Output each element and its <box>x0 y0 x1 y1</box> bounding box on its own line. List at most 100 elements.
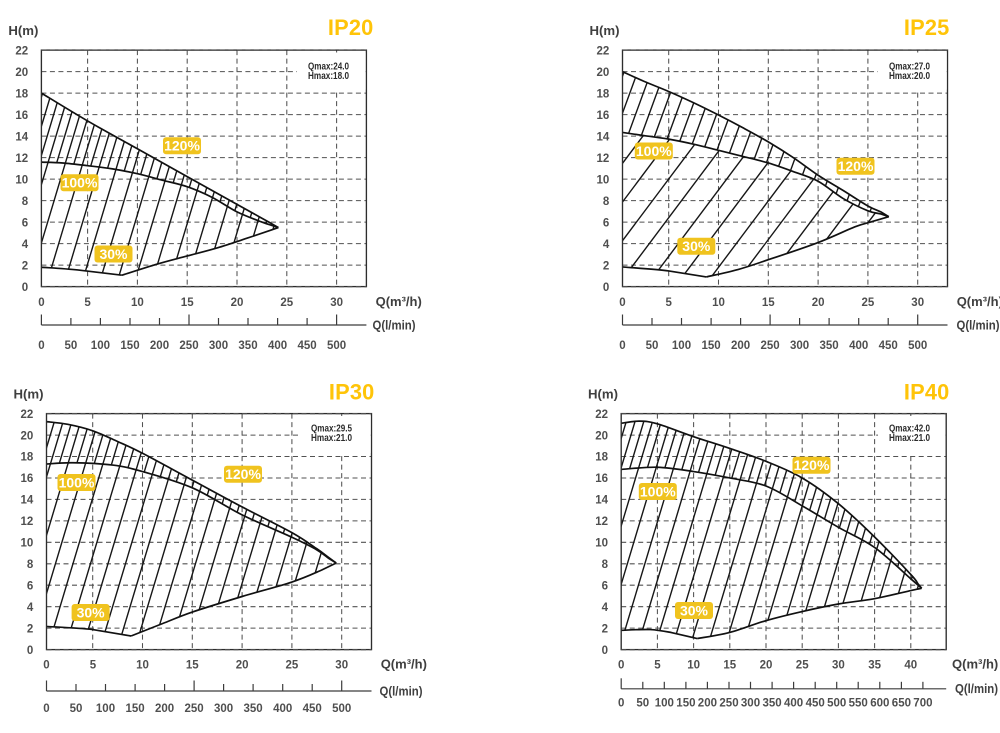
svg-text:0: 0 <box>22 282 28 294</box>
svg-text:Hmax:21.0: Hmax:21.0 <box>311 433 352 444</box>
svg-text:2: 2 <box>27 623 33 635</box>
svg-text:250: 250 <box>761 340 780 352</box>
svg-text:12: 12 <box>595 516 608 528</box>
svg-text:5: 5 <box>665 297 672 309</box>
svg-text:550: 550 <box>849 698 868 710</box>
svg-text:200: 200 <box>698 698 717 710</box>
svg-text:300: 300 <box>790 340 809 352</box>
svg-text:Qmax:24.0: Qmax:24.0 <box>308 61 349 72</box>
svg-text:150: 150 <box>126 703 145 715</box>
svg-text:100: 100 <box>91 340 110 352</box>
svg-text:30: 30 <box>911 297 924 309</box>
svg-text:H(m): H(m) <box>588 387 618 402</box>
svg-text:400: 400 <box>273 703 292 715</box>
svg-text:150: 150 <box>702 340 721 352</box>
svg-text:30: 30 <box>832 660 845 672</box>
svg-text:25: 25 <box>796 660 809 672</box>
svg-text:30: 30 <box>330 297 343 309</box>
svg-text:600: 600 <box>870 698 889 710</box>
svg-text:22: 22 <box>597 45 610 57</box>
svg-text:20: 20 <box>595 430 608 442</box>
svg-text:10: 10 <box>136 660 149 672</box>
svg-text:0: 0 <box>618 698 624 710</box>
svg-text:10: 10 <box>597 174 610 186</box>
svg-text:20: 20 <box>15 67 28 79</box>
svg-text:450: 450 <box>806 698 825 710</box>
svg-text:8: 8 <box>22 196 29 208</box>
svg-text:250: 250 <box>719 698 738 710</box>
svg-text:0: 0 <box>27 645 33 657</box>
svg-text:30%: 30% <box>99 246 128 262</box>
svg-text:500: 500 <box>908 340 927 352</box>
svg-text:250: 250 <box>185 703 204 715</box>
svg-text:4: 4 <box>22 239 29 251</box>
svg-text:400: 400 <box>784 698 803 710</box>
svg-text:50: 50 <box>636 698 649 710</box>
svg-text:20: 20 <box>812 297 825 309</box>
svg-text:Hmax:21.0: Hmax:21.0 <box>889 433 930 444</box>
svg-text:0: 0 <box>603 282 609 294</box>
svg-text:120%: 120% <box>164 138 200 154</box>
svg-text:14: 14 <box>21 495 34 507</box>
svg-text:300: 300 <box>209 340 228 352</box>
svg-text:Q(l/min): Q(l/min) <box>380 683 423 698</box>
svg-text:Q(m³/h): Q(m³/h) <box>376 294 422 309</box>
svg-text:20: 20 <box>231 297 244 309</box>
svg-text:22: 22 <box>595 409 608 421</box>
svg-text:120%: 120% <box>794 457 830 473</box>
svg-text:5: 5 <box>90 660 97 672</box>
svg-text:2: 2 <box>602 623 608 635</box>
svg-text:Q(m³/h): Q(m³/h) <box>952 657 998 672</box>
svg-text:20: 20 <box>597 67 610 79</box>
svg-text:100: 100 <box>655 698 674 710</box>
svg-text:700: 700 <box>913 698 932 710</box>
svg-text:450: 450 <box>298 340 317 352</box>
svg-text:Q(l/min): Q(l/min) <box>955 681 998 696</box>
svg-text:12: 12 <box>597 153 610 165</box>
svg-text:14: 14 <box>15 131 28 143</box>
svg-text:40: 40 <box>904 660 917 672</box>
svg-text:0: 0 <box>38 297 44 309</box>
svg-text:200: 200 <box>155 703 174 715</box>
svg-text:22: 22 <box>15 45 28 57</box>
svg-text:100%: 100% <box>640 483 676 499</box>
svg-text:16: 16 <box>15 110 28 122</box>
svg-text:25: 25 <box>862 297 875 309</box>
svg-text:400: 400 <box>849 340 868 352</box>
svg-text:5: 5 <box>654 660 661 672</box>
svg-text:0: 0 <box>619 297 625 309</box>
svg-text:IP20: IP20 <box>328 15 374 40</box>
svg-text:350: 350 <box>244 703 263 715</box>
svg-text:100: 100 <box>672 340 691 352</box>
svg-text:10: 10 <box>131 297 144 309</box>
svg-text:18: 18 <box>595 452 608 464</box>
svg-text:120%: 120% <box>225 466 261 482</box>
svg-text:10: 10 <box>712 297 725 309</box>
svg-text:100%: 100% <box>59 474 95 490</box>
svg-text:400: 400 <box>268 340 287 352</box>
svg-text:0: 0 <box>43 660 49 672</box>
svg-text:18: 18 <box>15 88 28 100</box>
svg-text:100%: 100% <box>62 175 98 191</box>
svg-text:200: 200 <box>150 340 169 352</box>
svg-text:Q(m³/h): Q(m³/h) <box>381 657 427 672</box>
svg-text:IP25: IP25 <box>904 15 950 40</box>
svg-text:14: 14 <box>595 495 608 507</box>
svg-text:10: 10 <box>595 538 608 550</box>
svg-text:14: 14 <box>597 131 610 143</box>
svg-text:10: 10 <box>15 174 28 186</box>
svg-text:25: 25 <box>286 660 299 672</box>
svg-text:Hmax:18.0: Hmax:18.0 <box>308 71 349 82</box>
svg-text:2: 2 <box>22 260 28 272</box>
svg-text:6: 6 <box>22 217 28 229</box>
svg-text:Q(m³/h): Q(m³/h) <box>957 294 1000 309</box>
svg-text:300: 300 <box>741 698 760 710</box>
svg-text:150: 150 <box>676 698 695 710</box>
svg-text:500: 500 <box>327 340 346 352</box>
svg-text:20: 20 <box>760 660 773 672</box>
svg-text:250: 250 <box>179 340 198 352</box>
svg-text:0: 0 <box>43 703 49 715</box>
svg-text:4: 4 <box>602 602 609 614</box>
svg-text:350: 350 <box>820 340 839 352</box>
svg-text:650: 650 <box>892 698 911 710</box>
